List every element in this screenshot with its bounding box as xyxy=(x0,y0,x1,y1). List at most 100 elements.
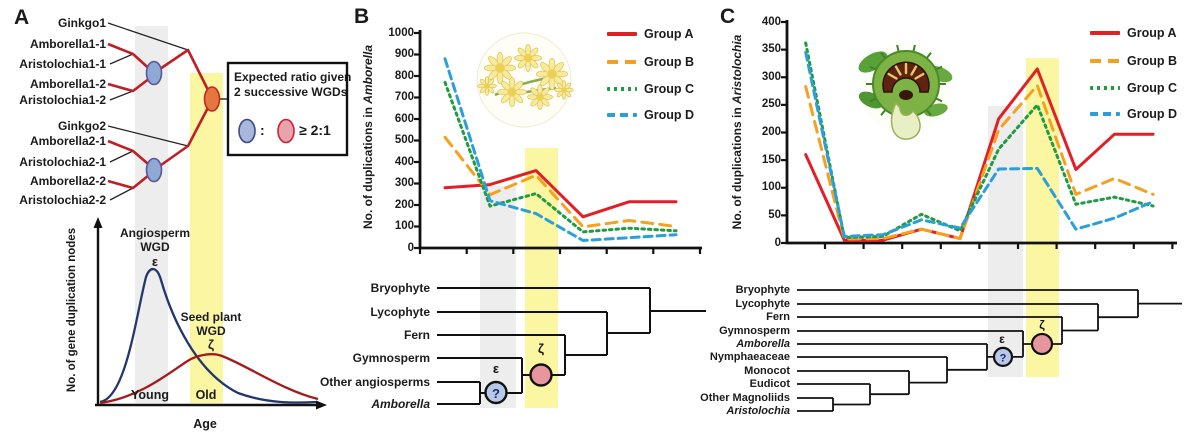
stripe xyxy=(887,72,898,80)
y-tick-label-300: 300 xyxy=(761,70,781,83)
epsilon-symbol: ε xyxy=(151,254,159,269)
b-legend: Group A Group B Group C Group D xyxy=(607,26,707,136)
y-tick-label-300: 300 xyxy=(394,177,414,189)
tree-label-lycophyte: Lycophyte xyxy=(735,298,790,310)
gene-tree-leader-lines xyxy=(107,22,189,201)
panel-a-gene-labels: Ginkgo1 Amborella1-1 Aristolochia1-1 Ambore… xyxy=(6,0,106,220)
y-tick-label-700: 700 xyxy=(394,91,414,103)
tree-label-fern: Fern xyxy=(403,328,430,342)
b-y-tick-labels: 0 100 200 300 400 500 600 700 800 900 1000 xyxy=(380,0,414,280)
tree-label-fern: Fern xyxy=(766,311,790,323)
c-y-tick-labels: 0 50 100 150 200 250 300 350 400 xyxy=(747,0,781,280)
a-x-axis-arrow xyxy=(316,400,327,410)
y-tick-label-200: 200 xyxy=(394,198,414,211)
y-tick-label-200: 200 xyxy=(761,126,781,138)
epsilon-wgd-ellipse-top xyxy=(145,60,163,86)
y-tick-label-0: 0 xyxy=(407,241,414,254)
legend-line-sample xyxy=(1090,59,1120,63)
tree-label-eudicot: Eudicot xyxy=(749,378,790,390)
spike xyxy=(896,44,900,53)
legend-label: Group B xyxy=(1127,54,1177,68)
gene-label-Amborella2-2: Amborella2-2 xyxy=(29,174,106,188)
c-zeta-label: ζ xyxy=(1039,318,1045,332)
panel-a-letter: A xyxy=(14,6,30,29)
legend-label: Group C xyxy=(1127,81,1177,95)
tree-label-bryophyte: Bryophyte xyxy=(370,281,430,295)
b-zeta-label: ζ xyxy=(538,341,544,356)
spike xyxy=(869,97,877,103)
spike xyxy=(869,65,877,71)
spike xyxy=(935,65,943,71)
flower-center xyxy=(507,87,517,97)
y-tick-label-350: 350 xyxy=(761,43,781,56)
tree-label-other-angiosperms: Other angiosperms xyxy=(319,375,430,389)
y-tick-label-0: 0 xyxy=(774,236,781,249)
tree-label-aristolochia: Aristolochia xyxy=(726,405,790,417)
flower-center xyxy=(561,87,567,93)
flower-tube xyxy=(890,101,921,140)
series-group-d xyxy=(443,57,678,242)
gene-label-Ginkgo1: Ginkgo1 xyxy=(57,16,106,30)
series-group-b xyxy=(804,84,1155,241)
legend-label: Group C xyxy=(644,82,694,96)
spike xyxy=(935,97,943,103)
tree-label-amborella: Amborella xyxy=(371,397,430,411)
young-label: Young xyxy=(131,388,169,402)
c-legend: Group A Group B Group C Group D xyxy=(1090,25,1190,135)
b-zeta-node xyxy=(529,363,553,387)
gene-tree-red-branches xyxy=(107,42,214,190)
b-axes xyxy=(414,30,702,254)
panel-c-letter: C xyxy=(720,5,736,28)
legend-line-sample xyxy=(607,87,637,91)
amborella-flower-illustration xyxy=(477,44,574,110)
y-tick-label-500: 500 xyxy=(394,134,414,146)
b-epsilon-band xyxy=(480,186,516,408)
y-tick-label-150: 150 xyxy=(761,153,781,166)
c-chart-series xyxy=(804,41,1155,242)
ratio-blue-ellipse xyxy=(238,118,256,144)
flower-center xyxy=(484,83,490,89)
gene-label-Aristolochia2-1: Aristolochia2-1 xyxy=(19,155,106,169)
gene-label-Amborella2-1: Amborella2-1 xyxy=(29,134,106,148)
tree-label-monocot: Monocot xyxy=(744,365,790,377)
zeta-wgd-ellipse xyxy=(203,86,221,112)
c-epsilon-node xyxy=(992,346,1014,367)
legend-item-group-a: Group A xyxy=(1090,25,1177,41)
legend-line-sample xyxy=(1090,31,1120,35)
b-epsilon-node xyxy=(484,380,508,405)
a-y-axis-label: No. of gene duplication nodes xyxy=(66,227,78,393)
legend-item-group-d: Group D xyxy=(1090,106,1177,122)
stripe xyxy=(910,65,918,76)
y-tick-label-50: 50 xyxy=(768,208,781,221)
spike xyxy=(925,109,932,116)
y-tick-label-400: 400 xyxy=(394,155,414,168)
flower-center xyxy=(495,63,505,73)
y-tick-label-100: 100 xyxy=(394,220,414,232)
y-tick-label-1000: 1000 xyxy=(388,26,414,39)
y-tick-label-250: 250 xyxy=(761,98,781,111)
y-tick-label-400: 400 xyxy=(761,15,781,28)
tree-label-amborella: Amborella xyxy=(736,338,790,350)
spike xyxy=(925,52,932,59)
b-chart-series xyxy=(443,57,678,242)
c-epsilon-label: ε xyxy=(999,332,1005,346)
gene-label-Aristolochia1-1: Aristolochia1-1 xyxy=(19,57,106,71)
angiosperm-wgd-curve xyxy=(99,267,317,404)
panel-b-graphics: ? ε ζ xyxy=(414,30,706,408)
y-tick-label-800: 800 xyxy=(394,69,414,82)
flower-spikes xyxy=(866,44,946,124)
ratio-colon: : xyxy=(260,122,265,138)
ratio-value: ≥ 2:1 xyxy=(299,122,331,138)
series-group-c xyxy=(443,80,678,234)
c-tree-labels: Bryophyte Lycophyte Fern Gymnosperm Amborell… xyxy=(640,0,790,420)
b-epsilon-question: ? xyxy=(492,386,500,401)
seed-plant-wgd-label-2: WGD xyxy=(196,324,226,338)
gene-label-Ginkgo2: Ginkgo2 xyxy=(57,119,106,133)
flower-center xyxy=(547,69,557,79)
legend-label: Group D xyxy=(644,108,694,122)
flower-mouth xyxy=(899,90,913,100)
panel-c-graphics: ? ε ζ xyxy=(781,20,1182,412)
tree-label-bryophyte: Bryophyte xyxy=(735,284,790,296)
legend-line-sample xyxy=(607,60,637,64)
